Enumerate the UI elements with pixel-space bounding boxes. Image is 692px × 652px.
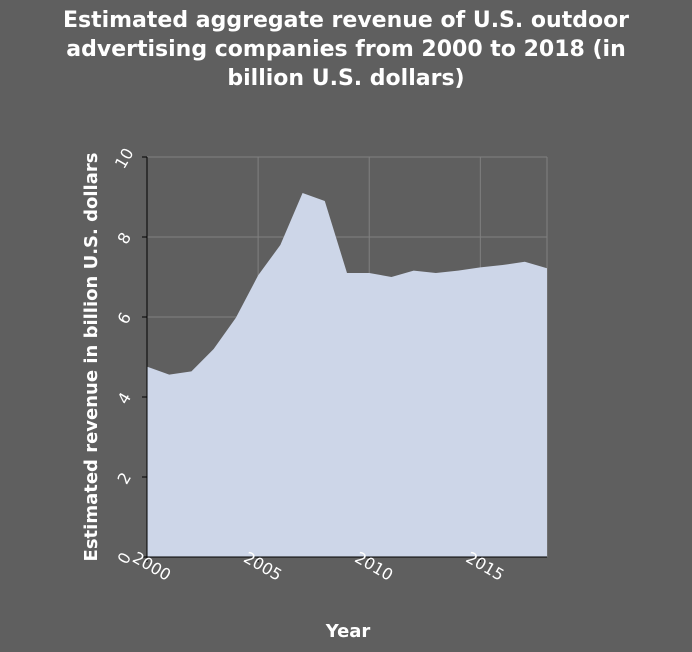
y-tick-label-8: 8 [113, 229, 135, 247]
chart-title-line-2: advertising companies from 2000 to 2018 … [66, 37, 626, 62]
area-series-1 [147, 193, 547, 557]
y-tick-label-6: 6 [113, 309, 135, 327]
chart-title-line-3: billion U.S. dollars) [227, 66, 465, 91]
x-axis-title: Year [325, 621, 371, 642]
y-tick-label-4: 4 [113, 389, 135, 407]
chart-title-line-1: Estimated aggregate revenue of U.S. outd… [62, 8, 630, 33]
chart-title: Estimated aggregate revenue of U.S. outd… [0, 6, 692, 93]
axis-layer [142, 156, 547, 562]
y-tick-label-10: 10 [111, 145, 138, 172]
area-layer [147, 193, 547, 557]
y-tick-label-2: 2 [113, 469, 135, 487]
y-axis-title: Estimated revenue in billion U.S. dollar… [81, 153, 102, 562]
